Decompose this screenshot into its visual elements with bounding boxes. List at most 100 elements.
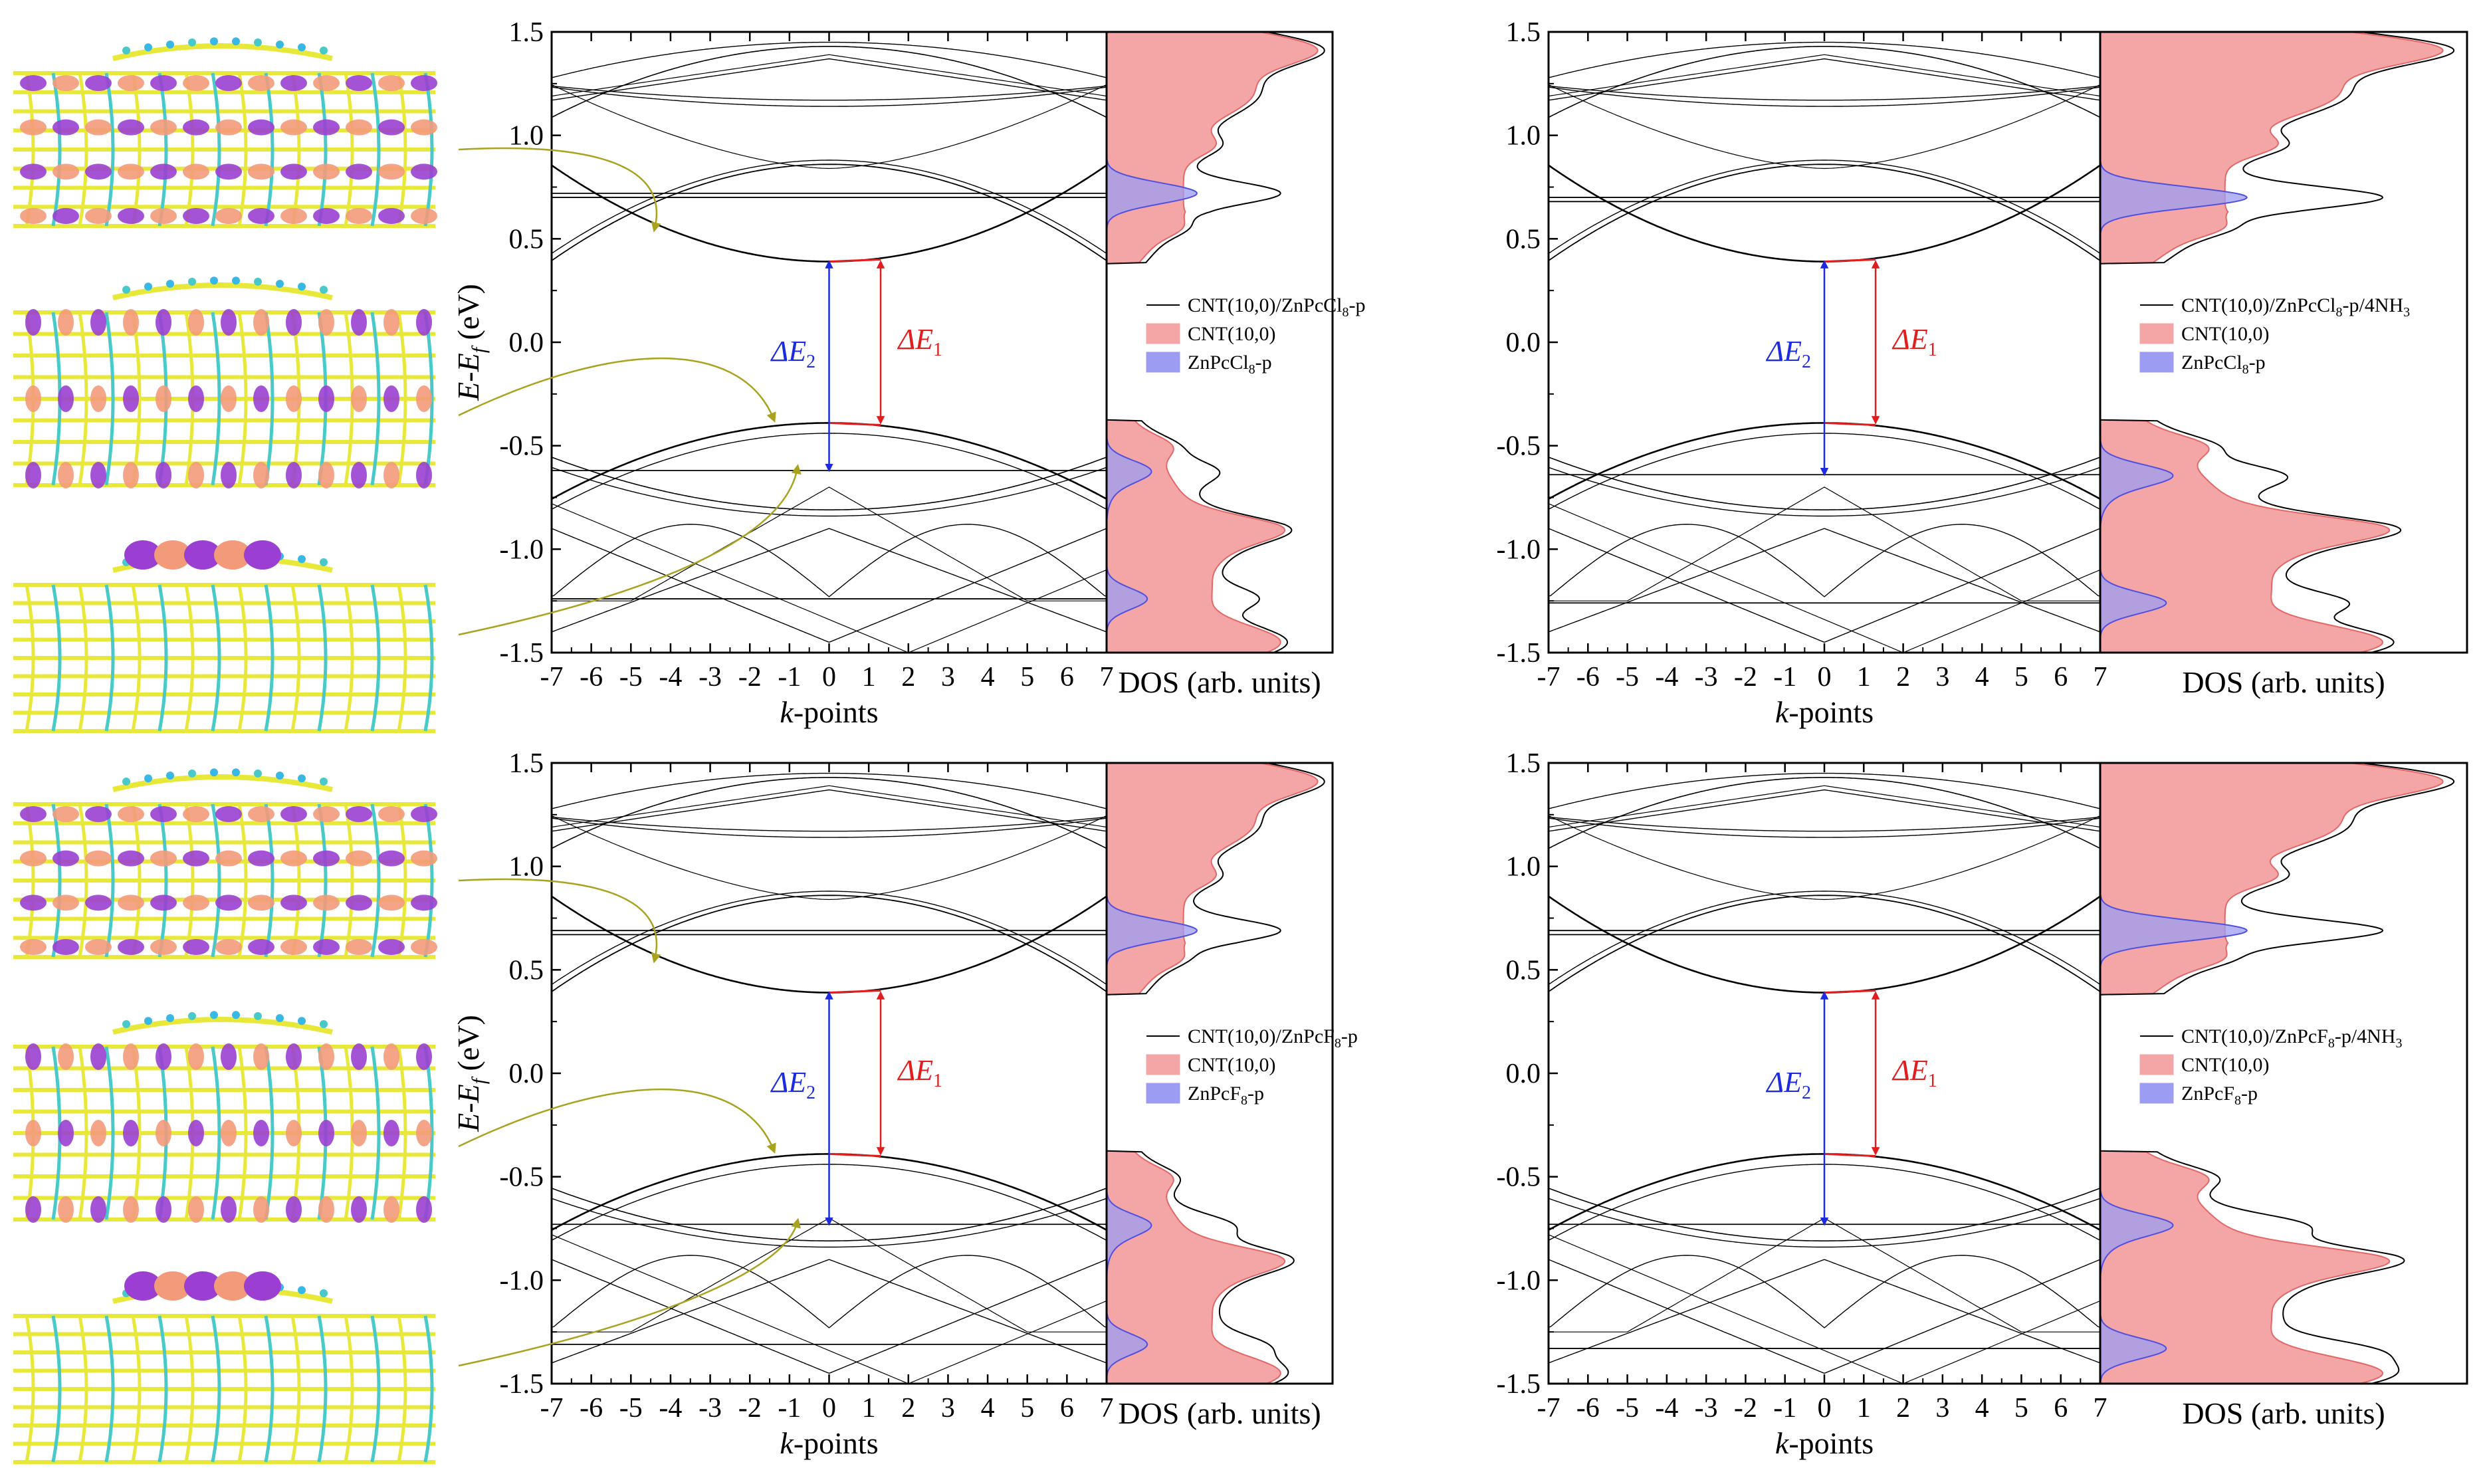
direct-gap-sub: 1 — [1928, 1071, 1937, 1091]
x-tick-label: 3 — [941, 1393, 955, 1424]
molecule-atom — [254, 38, 262, 47]
orbital-lobe — [25, 1196, 41, 1223]
orbital-lobe — [346, 806, 372, 822]
orbital-lobe — [184, 540, 221, 570]
molecule-atom — [232, 1011, 240, 1019]
legend-cnt-swatch — [1146, 1054, 1180, 1075]
vbm-marker — [829, 1152, 881, 1158]
molecule-atom — [232, 37, 240, 46]
orbital-lobe — [286, 1196, 302, 1223]
band-line-11 — [552, 86, 1107, 107]
orbital-lobe — [248, 163, 274, 180]
tube-ring — [25, 803, 35, 958]
connector-arrow — [458, 1088, 776, 1154]
orbital-lobe — [313, 208, 340, 224]
legend-cnt-label: CNT(10,0) — [2181, 1054, 2269, 1076]
orbital-lobe — [351, 309, 367, 336]
x-tick-label: -4 — [659, 662, 682, 692]
x-tick-label: 4 — [981, 1393, 995, 1424]
tube-ring — [184, 72, 195, 227]
molecule-atom — [298, 774, 306, 783]
legend-total-label: CNT(10,0)/ZnPcF8-p — [1188, 1025, 1358, 1051]
band-line-18 — [552, 486, 1107, 601]
legend-total-sub: 8 — [2328, 1036, 2335, 1051]
tube-ring — [184, 803, 195, 958]
orbital-lobe — [248, 119, 274, 136]
orbital-lobe — [248, 895, 274, 911]
band-line-17 — [1549, 528, 2100, 633]
tube-ring — [423, 584, 434, 732]
legend-znpc-label: ZnPcF8-p — [1188, 1083, 1264, 1108]
orbital-lobe — [248, 850, 274, 867]
orbital-lobe — [188, 309, 204, 336]
band-line-13 — [552, 84, 1107, 169]
molecule-atom — [188, 38, 196, 47]
orbital-lobe — [118, 850, 144, 867]
legend-total-label: CNT(10,0)/ZnPcCl8-p/4NH3 — [2181, 294, 2410, 320]
orbital-lobe — [123, 1120, 139, 1146]
tube-ring — [104, 584, 115, 732]
orbital-lobe — [53, 208, 79, 224]
y-tick-label: 0.5 — [509, 224, 544, 255]
band-line-3 — [1549, 163, 2100, 261]
orbital-lobe — [248, 75, 274, 91]
orbital-lobe — [378, 208, 405, 224]
x-tick-label: 7 — [1100, 662, 1114, 692]
orbital-lobe — [383, 1196, 399, 1223]
tube-ring — [317, 584, 328, 732]
orbital-lobe — [313, 163, 340, 180]
tube-ring — [397, 1315, 407, 1463]
orbital-lobe — [154, 540, 191, 570]
orbital-lobe — [416, 385, 432, 412]
tube-ring — [264, 584, 274, 732]
tube-ring — [158, 584, 168, 732]
tube-ring — [78, 1315, 88, 1463]
band-line-15 — [552, 528, 1107, 643]
band-line-13 — [1549, 84, 2100, 169]
tube-ring — [237, 803, 248, 958]
orbital-lobe — [280, 850, 307, 867]
band-line-3 — [552, 163, 1107, 261]
y-tick-label: 1.0 — [509, 121, 544, 152]
legend-total-suffix: -p/4NH — [2335, 1025, 2396, 1047]
molecule-atom — [188, 769, 196, 778]
y-label-unit: (eV) — [451, 1015, 485, 1079]
molecule-atom — [210, 37, 218, 46]
band-line-13 — [1549, 815, 2100, 901]
x-tick-label: -6 — [580, 1393, 603, 1424]
x-tick-label: 7 — [2094, 662, 2107, 692]
legend-znpc-label: ZnPcCl8-p — [2181, 352, 2266, 377]
band-line-9 — [552, 789, 1107, 832]
molecule-atom — [122, 1020, 130, 1028]
orbital-lobe — [318, 1043, 334, 1070]
band-line-14 — [552, 1255, 1107, 1328]
dos-axis-label: DOS (arb. units) — [1118, 665, 1321, 699]
band-line-8 — [552, 772, 1107, 809]
tube-ring — [344, 803, 354, 958]
tube-ring — [78, 72, 88, 227]
molecule-atom — [232, 276, 240, 285]
molecule-atom — [320, 1289, 328, 1297]
orbital-lobe — [58, 1043, 74, 1070]
orbital-lobe — [123, 1196, 139, 1223]
orbital-lobe — [53, 163, 79, 180]
band-line-15 — [1549, 528, 2100, 643]
tube-ring — [184, 584, 195, 732]
orbital-lobe — [378, 806, 405, 822]
x-tick-label: -4 — [659, 1393, 682, 1424]
orbital-lobe — [378, 75, 405, 91]
molecule-atom — [144, 774, 152, 783]
orbital-lobe — [90, 462, 106, 488]
tube-ring — [290, 1315, 301, 1463]
dos-axis-label: DOS (arb. units) — [1118, 1396, 1321, 1430]
x-tick-label: 6 — [1060, 662, 1074, 692]
adsorbed-molecule — [112, 1017, 333, 1035]
orbital-lobe — [85, 208, 112, 224]
orbital-lobe — [183, 163, 209, 180]
x-tick-label: 2 — [1896, 1393, 1910, 1424]
direct-gap-sub: 1 — [1928, 340, 1937, 360]
band-line-9 — [552, 58, 1107, 101]
band-line-12 — [1549, 816, 2100, 832]
orbital-lobe — [85, 939, 112, 955]
